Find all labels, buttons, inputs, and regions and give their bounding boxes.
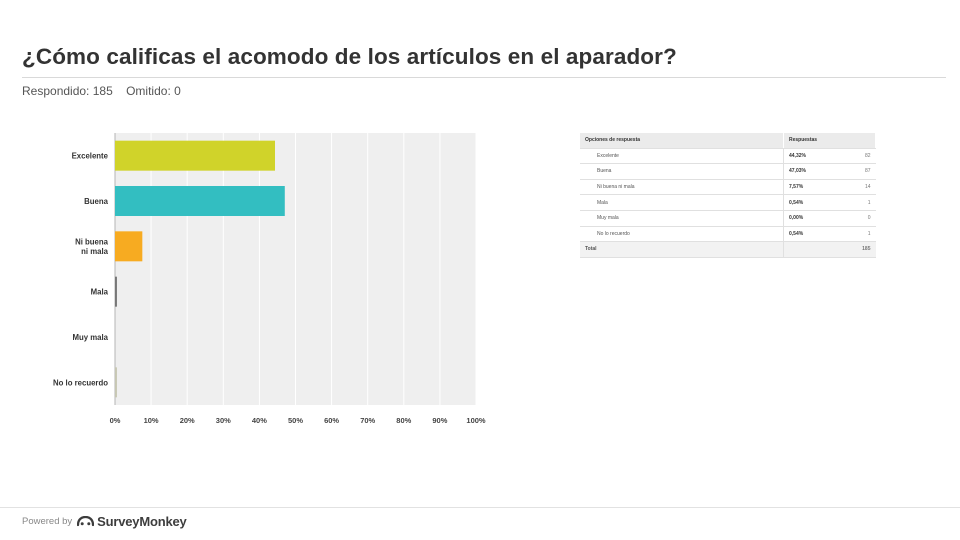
- responses-table: Opciones de respuesta Respuestas Excelen…: [580, 133, 876, 258]
- option-label: No lo recuerdo: [580, 226, 784, 243]
- category-label: Muy mala: [72, 333, 108, 342]
- category-label: Excelente: [72, 152, 109, 161]
- option-count: 1: [841, 226, 876, 243]
- x-tick-label: 90%: [432, 416, 447, 425]
- option-count: 14: [841, 179, 876, 196]
- option-label: Mala: [580, 194, 784, 211]
- x-tick-label: 70%: [360, 416, 375, 425]
- table-header-row: Opciones de respuesta Respuestas: [580, 133, 876, 149]
- table-row: Excelente 44,32% 82: [580, 148, 876, 165]
- option-count: 87: [841, 163, 876, 180]
- x-tick-label: 60%: [324, 416, 339, 425]
- option-percent: 0,54%: [783, 226, 842, 243]
- option-percent: 0,00%: [783, 210, 842, 227]
- answered-count: Respondido: 185: [22, 84, 113, 98]
- x-tick-label: 40%: [252, 416, 267, 425]
- category-label: Mala: [91, 288, 109, 297]
- category-label: No lo recuerdo: [53, 378, 108, 387]
- powered-by-text: Powered by: [22, 516, 73, 527]
- option-percent: 44,32%: [783, 148, 842, 165]
- table-total-row: Total 185: [580, 241, 876, 258]
- page-title: ¿Cómo calificas el acomodo de los artícu…: [22, 44, 677, 69]
- bar-chart: 0% 10% 20% 30% 40% 50% 60% 70% 80% 90% 100% Excelen…: [53, 133, 486, 425]
- bar: [115, 140, 275, 171]
- title-divider: [22, 77, 946, 78]
- x-tick-label: 20%: [180, 416, 195, 425]
- option-label: Ni buena ni mala: [580, 179, 784, 196]
- footer-divider: [0, 507, 960, 508]
- option-percent: 47,03%: [783, 163, 842, 180]
- x-tick-label: 80%: [396, 416, 411, 425]
- option-percent: 0,54%: [783, 194, 842, 211]
- bar: [115, 276, 117, 307]
- table-row: Ni buena ni mala 7,57% 14: [580, 179, 876, 196]
- table-row: Mala 0,54% 1: [580, 194, 876, 211]
- x-tick-label: 50%: [288, 416, 303, 425]
- brand-name: SurveyMonkey: [97, 514, 187, 529]
- x-tick-label: 0%: [110, 416, 121, 425]
- bar: [115, 186, 285, 216]
- option-count: 1: [841, 194, 876, 211]
- x-tick-label: 30%: [216, 416, 231, 425]
- option-label: Muy mala: [580, 210, 784, 227]
- total-label: Total: [580, 241, 784, 258]
- bar: [115, 231, 143, 262]
- x-tick-label: 100%: [466, 416, 486, 425]
- total-spacer: [783, 241, 842, 258]
- surveymonkey-logo-icon: [77, 516, 95, 527]
- option-count: 82: [841, 148, 876, 165]
- option-count: 0: [841, 210, 876, 227]
- response-summary: Respondido: 185 Omitido: 0: [22, 84, 191, 98]
- header-responses: Respuestas: [783, 133, 876, 149]
- footer: Powered by SurveyMonkey: [22, 514, 187, 529]
- table-row: Muy mala 0,00% 0: [580, 210, 876, 227]
- header-options: Opciones de respuesta: [580, 133, 784, 149]
- category-label: Buena: [84, 197, 108, 206]
- x-tick-label: 10%: [144, 416, 159, 425]
- category-label: Ni buena ni mala: [75, 238, 109, 257]
- table-row: No lo recuerdo 0,54% 1: [580, 226, 876, 243]
- option-percent: 7,57%: [783, 179, 842, 196]
- total-count: 185: [841, 241, 876, 258]
- bar: [115, 367, 117, 398]
- option-label: Excelente: [580, 148, 784, 165]
- skipped-count: Omitido: 0: [126, 84, 181, 98]
- option-label: Buena: [580, 163, 784, 180]
- table-row: Buena 47,03% 87: [580, 163, 876, 180]
